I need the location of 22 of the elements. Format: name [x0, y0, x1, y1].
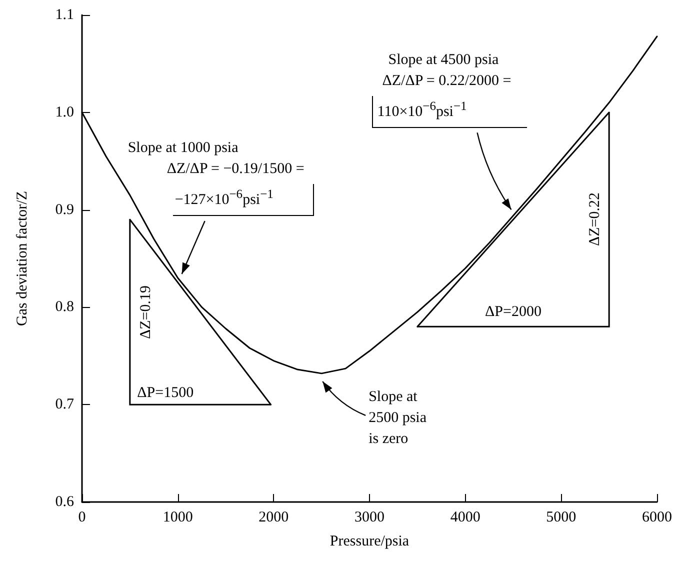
- y-tick-label: 0.7: [55, 396, 74, 413]
- annotation: Slope at 1000 psia ΔZ/ΔP = −0.19/1500 = −127×10$^{−6}$psi$^{−1}$: [128, 138, 306, 210]
- x-axis-title: Pressure/psia: [330, 534, 410, 550]
- x-tick-label: 0: [78, 510, 86, 526]
- y-axis-title: Gas deviation factor/Z: [14, 191, 30, 326]
- annotation: Slope at 4500 psia ΔZ/ΔP = 0.22/2000 = 110×10$^{−6}$psi$^{−1}$: [376, 50, 512, 122]
- x-tick-label: 5000: [546, 510, 576, 526]
- annotation: ΔP=1500: [137, 384, 194, 403]
- annotation: ΔZ=0.22: [586, 192, 604, 246]
- y-tick-label: 1.1: [55, 7, 74, 23]
- y-tick-label: 0.8: [55, 299, 74, 316]
- annotation: ΔP=2000: [485, 302, 542, 322]
- y-tick-label: 0.9: [55, 202, 74, 218]
- x-tick-label: 3000: [354, 510, 384, 526]
- x-tick-label: 6000: [642, 510, 672, 526]
- annotation: ΔZ=0.19: [136, 285, 155, 339]
- annotation: Slope at 2500 psia is zero: [368, 388, 426, 450]
- y-tick-label: 0.6: [55, 494, 74, 510]
- x-tick-label: 1000: [162, 510, 193, 526]
- x-tick-label: 4000: [450, 510, 480, 526]
- x-tick-label: 2000: [258, 510, 289, 526]
- y-tick-label: 1.0: [55, 104, 74, 120]
